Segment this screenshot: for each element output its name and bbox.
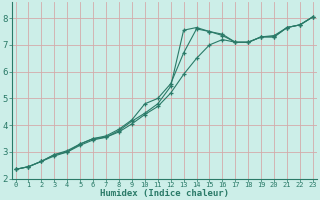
X-axis label: Humidex (Indice chaleur): Humidex (Indice chaleur) [100, 189, 229, 198]
